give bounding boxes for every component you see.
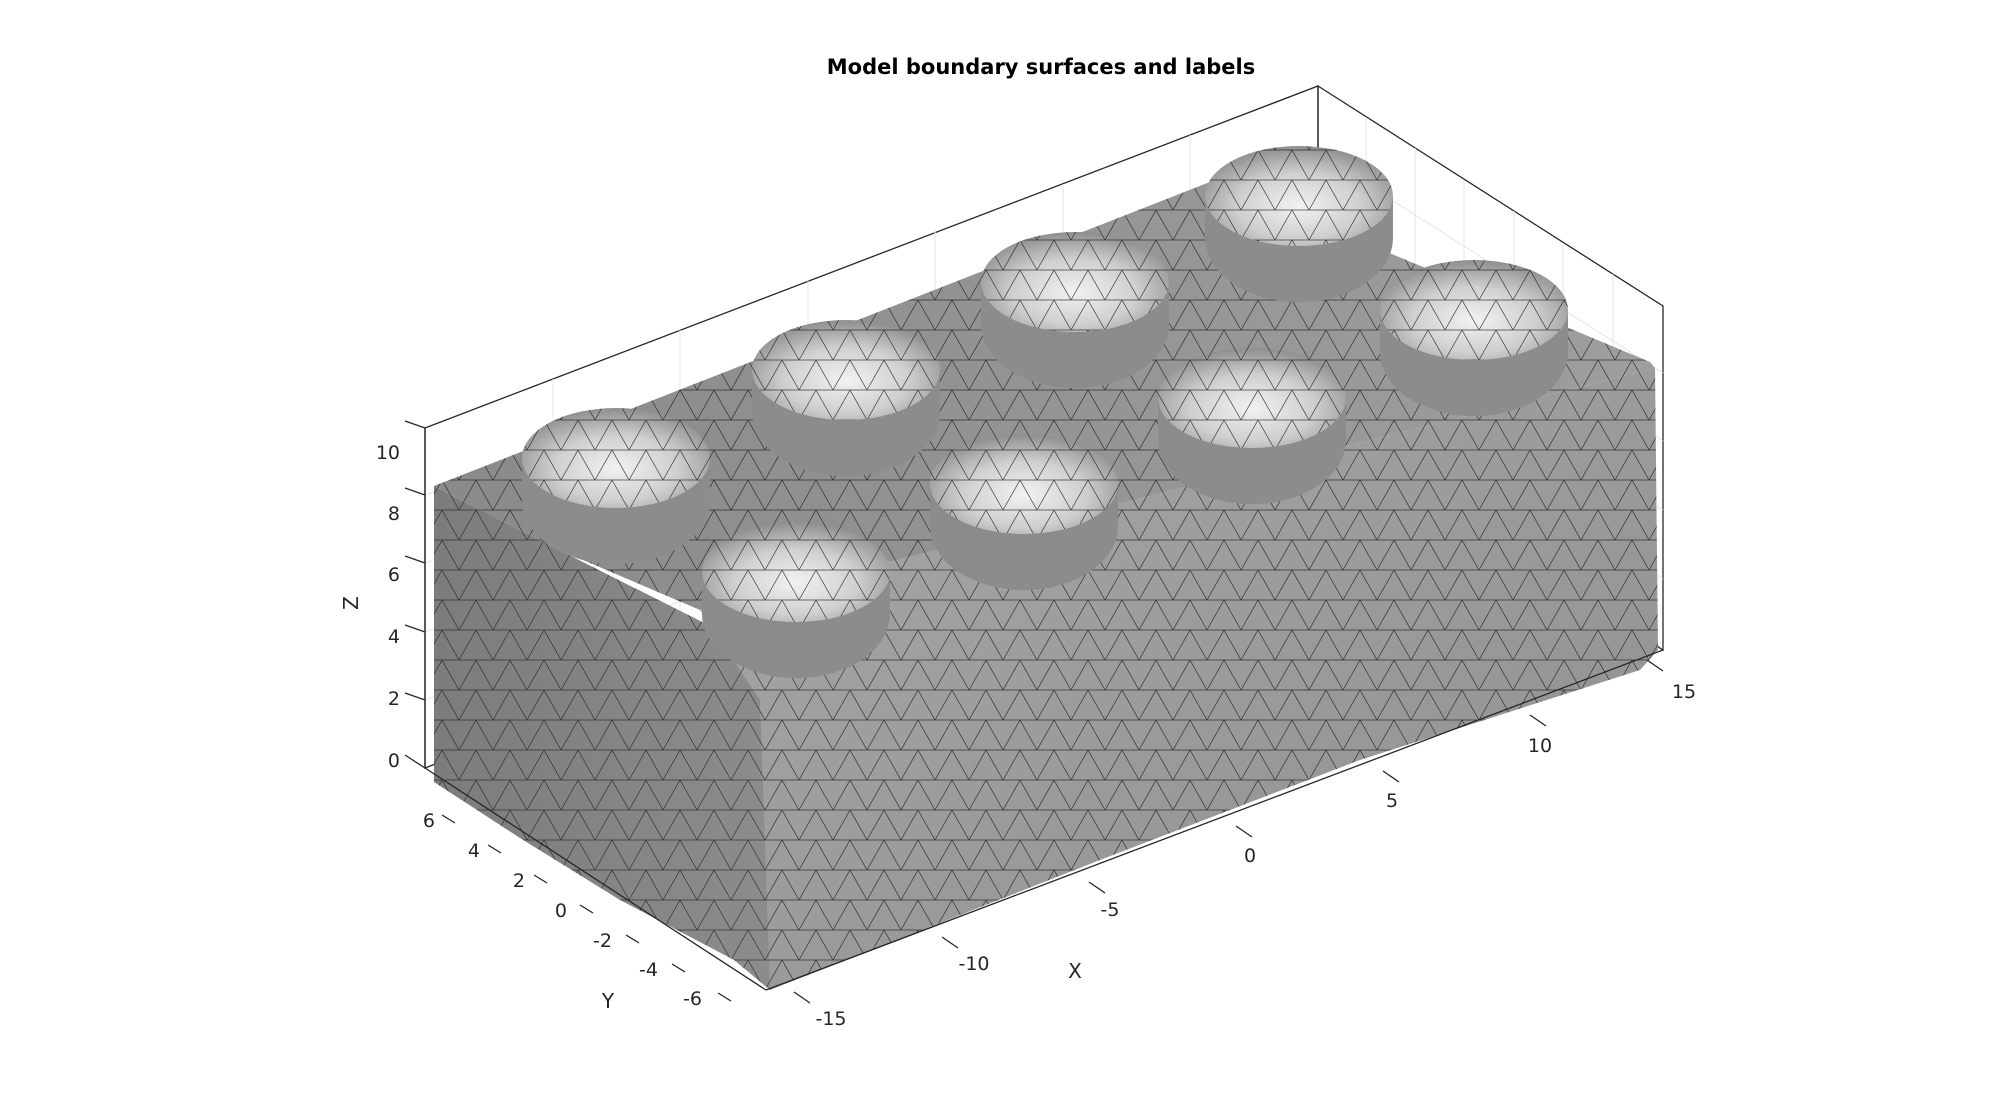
x-axis: -15 -10 -5 0 5 10 15 X: [793, 659, 1696, 1030]
z-tick: 8: [388, 487, 426, 525]
svg-text:-15: -15: [815, 1008, 846, 1030]
x-axis-label: X: [1068, 959, 1082, 983]
svg-text:2: 2: [388, 688, 400, 710]
svg-text:-6: -6: [683, 988, 702, 1010]
svg-text:4: 4: [388, 626, 400, 648]
stud: [1158, 348, 1346, 505]
x-tick: -5: [1088, 881, 1120, 921]
svg-text:10: 10: [1528, 735, 1552, 757]
x-tick: 5: [1382, 770, 1400, 812]
z-tick: 6: [388, 555, 426, 586]
z-tick: 0: [388, 750, 426, 772]
y-tick: 4: [468, 840, 502, 862]
chart-title: Model boundary surfaces and labels: [827, 55, 1255, 79]
y-tick: -6: [683, 988, 732, 1010]
y-axis: 6 4 2 0 -2 -4 -6 Y: [423, 810, 732, 1013]
svg-text:6: 6: [388, 564, 400, 586]
brick-model: [434, 146, 1658, 990]
svg-text:15: 15: [1672, 681, 1696, 703]
svg-text:5: 5: [1386, 790, 1398, 812]
x-tick: 15: [1646, 659, 1696, 703]
svg-text:2: 2: [513, 870, 525, 892]
svg-text:0: 0: [388, 750, 400, 772]
svg-text:-4: -4: [639, 959, 658, 981]
stud: [752, 320, 940, 477]
x-tick: 0: [1235, 825, 1256, 867]
svg-text:-10: -10: [958, 953, 989, 975]
svg-text:0: 0: [555, 900, 567, 922]
stud: [1380, 260, 1568, 417]
svg-text:10: 10: [376, 442, 400, 464]
x-tick: -10: [941, 936, 990, 975]
y-axis-label: Y: [601, 989, 615, 1013]
y-tick: -2: [593, 930, 640, 952]
z-axis: 0 2 4 6 8 10 Z: [339, 420, 426, 772]
axes-front-lines: [424, 428, 1664, 991]
svg-text:0: 0: [1244, 845, 1256, 867]
svg-text:6: 6: [423, 810, 435, 832]
z-axis-label: Z: [339, 596, 363, 610]
svg-text:-5: -5: [1101, 899, 1120, 921]
y-tick: 6: [423, 810, 456, 832]
stud: [1205, 146, 1393, 303]
stud: [981, 232, 1169, 389]
stud: [702, 522, 890, 679]
svg-text:-2: -2: [593, 930, 612, 952]
z-tick: 4: [388, 624, 426, 648]
stud: [930, 434, 1118, 591]
z-tick: 2: [388, 688, 426, 710]
stud: [522, 408, 710, 565]
x-tick: 10: [1528, 714, 1552, 757]
y-tick: 2: [513, 870, 548, 892]
y-tick: -4: [639, 959, 686, 981]
svg-text:8: 8: [388, 503, 400, 525]
y-tick: 0: [555, 900, 594, 922]
z-tick: 10: [376, 420, 426, 464]
svg-text:4: 4: [468, 840, 480, 862]
x-tick: -15: [793, 991, 847, 1030]
